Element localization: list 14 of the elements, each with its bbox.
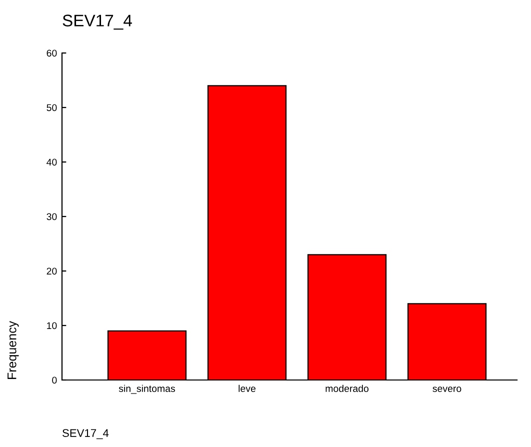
- x-axis-title: SEV17_4: [62, 429, 109, 440]
- y-tick-label: 30: [46, 213, 57, 220]
- y-axis-title: Frequency: [8, 320, 19, 379]
- y-tick-label: 20: [46, 268, 57, 275]
- y-tick-label: 40: [46, 158, 57, 166]
- y-tick-label: 60: [46, 50, 57, 57]
- x-tick-label: sin_sintomas: [118, 384, 176, 394]
- chart-title: SEV17_4: [62, 14, 132, 30]
- x-tick-label: moderado: [326, 384, 368, 392]
- y-tick-label: 10: [47, 322, 57, 330]
- x-tick-label: severo: [432, 386, 462, 392]
- y-tick-label: 50: [46, 104, 57, 112]
- x-tick-label: leve: [238, 384, 256, 392]
- y-tick-label: 0: [52, 376, 57, 384]
